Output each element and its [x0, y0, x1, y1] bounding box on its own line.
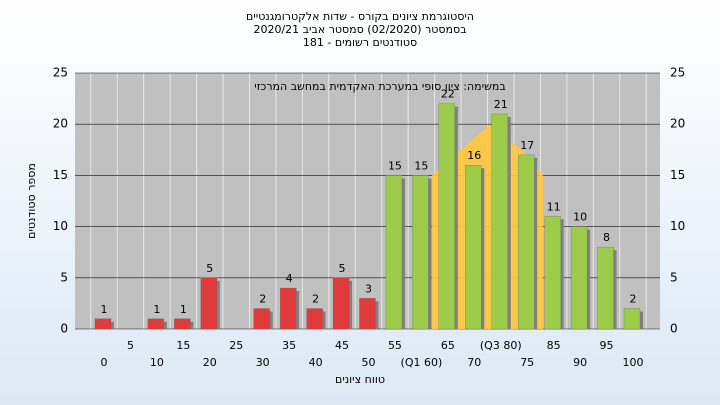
x-tick-label: 30 — [256, 356, 270, 369]
data-label: 5 — [206, 262, 213, 275]
x-tick-label: 35 — [282, 339, 296, 352]
x-tick-label: 15 — [176, 339, 190, 352]
x-tick-label: 55 — [388, 339, 402, 352]
y2-tick-label: 10 — [670, 219, 685, 233]
data-label: 2 — [259, 293, 266, 306]
y-tick-label: 25 — [53, 66, 68, 80]
x-tick-label: 0 — [101, 356, 108, 369]
curve-area — [431, 124, 544, 329]
x-tick-label: (Q3 80) — [480, 339, 522, 352]
chart-title: בסמסטר (02/2020) סמסטר אביב 2020/21 — [253, 23, 466, 36]
y2-tick-label: 15 — [670, 168, 685, 182]
bar — [491, 113, 508, 330]
data-label: 8 — [603, 231, 610, 244]
x-tick-label: (Q1 60) — [401, 356, 443, 369]
y2-tick-label: 5 — [670, 270, 678, 284]
data-label: 22 — [441, 88, 455, 101]
x-tick-label: 65 — [441, 339, 455, 352]
data-label: 11 — [547, 200, 561, 213]
chart-title: היסטוגרמת ציונים בקורס - שדות אלקטרומגנט… — [246, 10, 474, 23]
bar — [570, 226, 588, 330]
bar — [174, 318, 191, 330]
data-label: 2 — [312, 293, 319, 306]
y2-tick-label: 25 — [670, 66, 685, 80]
data-label: 1 — [153, 303, 160, 316]
bar — [465, 165, 482, 330]
x-tick-label: 25 — [229, 339, 243, 352]
x-tick-label: 100 — [623, 356, 644, 369]
x-tick-label: 20 — [203, 356, 217, 369]
chart-title: סטודנטים רשומים - 181 — [303, 36, 417, 49]
bar — [332, 277, 350, 330]
y-tick-label: 10 — [53, 219, 68, 233]
bar — [200, 277, 217, 330]
bar — [412, 175, 429, 330]
x-tick-label: 85 — [547, 339, 561, 352]
bar — [518, 154, 535, 330]
data-label: 4 — [286, 272, 293, 285]
y-tick-label: 5 — [60, 270, 68, 284]
x-tick-label: 90 — [573, 356, 587, 369]
bar — [544, 216, 561, 330]
data-label: 2 — [630, 293, 637, 306]
data-label: 5 — [339, 262, 346, 275]
x-tick-label: 70 — [467, 356, 481, 369]
x-tick-label: 50 — [362, 356, 376, 369]
bar — [94, 318, 112, 330]
data-label: 15 — [414, 159, 428, 172]
x-tick-label: 10 — [150, 356, 164, 369]
y-tick-label: 15 — [53, 168, 68, 182]
x-tick-label: 95 — [600, 339, 614, 352]
bar — [306, 308, 323, 330]
data-label: 10 — [573, 211, 587, 224]
y-tick-label: 0 — [60, 322, 68, 336]
x-tick-label: 75 — [520, 356, 534, 369]
bar — [623, 308, 641, 330]
bar — [147, 318, 165, 330]
y-tick-label: 20 — [53, 117, 68, 131]
bar — [385, 175, 403, 330]
bar — [359, 298, 376, 330]
x-tick-label: 5 — [127, 339, 134, 352]
data-label: 1 — [101, 303, 108, 316]
y-axis-title: מספר סטודנטים — [25, 163, 38, 239]
x-tick-label: 45 — [335, 339, 349, 352]
x-tick-label: 40 — [309, 356, 323, 369]
x-axis-title: טווח ציונים — [335, 373, 385, 386]
y2-tick-label: 0 — [670, 322, 678, 336]
bar — [438, 103, 456, 330]
data-label: 15 — [388, 159, 402, 172]
data-label: 3 — [365, 282, 372, 295]
data-label: 21 — [494, 98, 508, 111]
bar — [253, 308, 270, 330]
data-label: 1 — [180, 303, 187, 316]
y2-tick-label: 20 — [670, 117, 685, 131]
bar — [597, 246, 614, 330]
bar — [279, 287, 297, 330]
annotation: במשימה: ציון סופי במערכת האקדמית במחשב ה… — [254, 80, 505, 93]
data-label: 16 — [467, 149, 481, 162]
data-label: 17 — [520, 139, 534, 152]
